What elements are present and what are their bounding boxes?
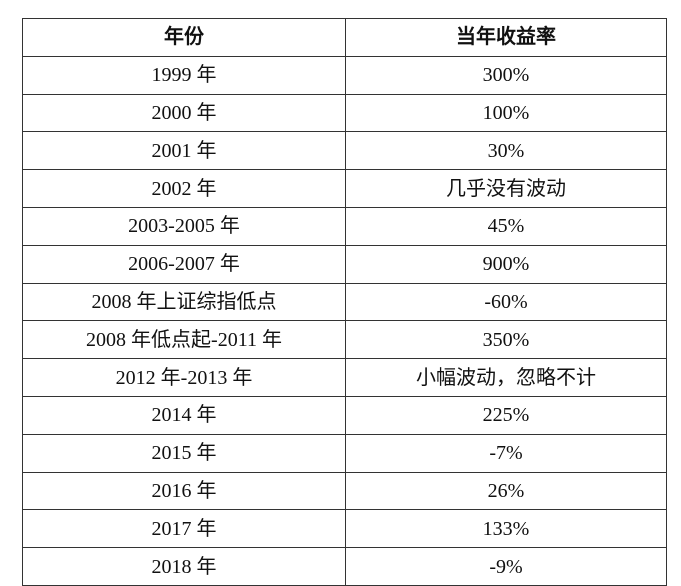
table-row: 2012 年-2013 年小幅波动，忽略不计 [22,358,667,397]
table-row: 2003-2005 年 45% [22,206,667,246]
table-row: 2001 年 30% [22,131,667,171]
table-row: 2017 年 133% [22,509,667,549]
year-cell: 2015 年 [22,433,346,473]
return-cell: 45% [345,206,667,246]
header-cell: 当年收益率 [345,18,667,57]
year-cell: 2008 年低点起-2011 年 [22,320,346,360]
table-row: 2015 年 -7% [22,433,667,473]
year-cell: 2001 年 [22,131,346,171]
table-row: 2008 年低点起-2011 年 350% [22,320,667,360]
year-cell: 2000 年 [22,93,346,133]
return-cell: 30% [345,131,667,171]
table-head: 年份 当年收益率 [22,18,667,57]
year-cell: 2018 年 [22,547,346,586]
table-row: 2016 年 26% [22,471,667,511]
returns-table: 年份 当年收益率 1999 年 300% 2000 年 100% 2001 年 30% 20… [22,18,667,586]
table-row: 2006-2007 年 900% [22,244,667,284]
return-cell: 几乎没有波动 [345,169,667,208]
table-row: 1999 年 300% [22,55,667,95]
header-row: 年份 当年收益率 [22,18,667,57]
return-cell: 900% [345,244,667,284]
year-cell: 2017 年 [22,509,346,549]
return-cell: -7% [345,433,667,473]
return-cell: 350% [345,320,667,360]
table-row: 2000 年 100% [22,93,667,133]
table-row: 2002 年几乎没有波动 [22,169,667,208]
return-cell: 225% [345,395,667,435]
header-cell: 年份 [22,18,346,57]
table-row: 2008 年上证综指低点 -60% [22,282,667,322]
return-cell: 小幅波动，忽略不计 [345,358,667,397]
return-cell: -9% [345,547,667,586]
year-cell: 2016 年 [22,471,346,511]
return-cell: 300% [345,55,667,95]
return-cell: 26% [345,471,667,511]
return-cell: -60% [345,282,667,322]
return-cell: 100% [345,93,667,133]
year-cell: 2012 年-2013 年 [22,358,346,397]
table-row: 2014 年 225% [22,395,667,435]
year-cell: 1999 年 [22,55,346,95]
year-cell: 2002 年 [22,169,346,208]
table-row: 2018 年 -9% [22,547,667,586]
return-cell: 133% [345,509,667,549]
year-cell: 2008 年上证综指低点 [22,282,346,322]
year-cell: 2006-2007 年 [22,244,346,284]
year-cell: 2014 年 [22,395,346,435]
table-body: 1999 年 300% 2000 年 100% 2001 年 30% 2002 年几乎没有波… [22,55,667,586]
year-cell: 2003-2005 年 [22,206,346,246]
